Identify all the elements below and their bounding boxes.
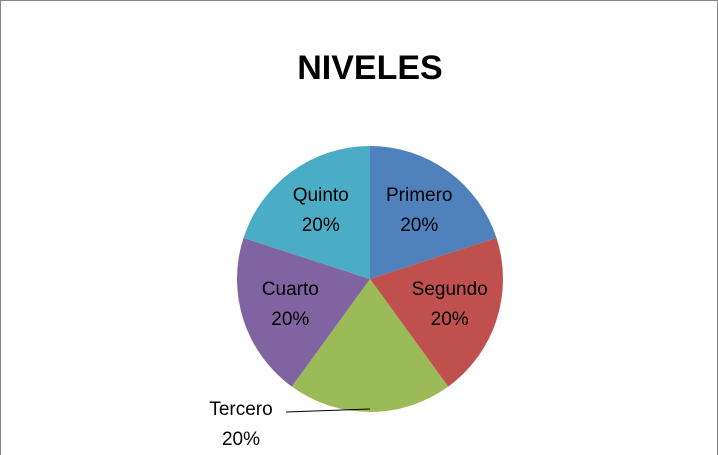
- slice-value-label: 20%: [302, 215, 340, 236]
- leader-line: [285, 408, 371, 413]
- slice-category-label: Quinto: [293, 185, 349, 206]
- pie-slice: [237, 237, 370, 387]
- slice-value-label: 20%: [431, 309, 469, 330]
- slice-value-label: 20%: [271, 309, 309, 330]
- slice-category-label: Primero: [386, 185, 453, 206]
- slice-category-label: Segundo: [412, 279, 488, 300]
- pie-slice: [243, 146, 370, 279]
- pie-slice: [370, 237, 504, 387]
- slice-value-label: 20%: [222, 429, 260, 450]
- slice-category-label: Tercero: [209, 399, 272, 420]
- pie-slice: [291, 279, 449, 413]
- pie-slice: [370, 146, 497, 279]
- slice-value-label: 20%: [400, 215, 438, 236]
- chart-title: NIVELES: [297, 49, 442, 87]
- slice-category-label: Cuarto: [262, 279, 319, 300]
